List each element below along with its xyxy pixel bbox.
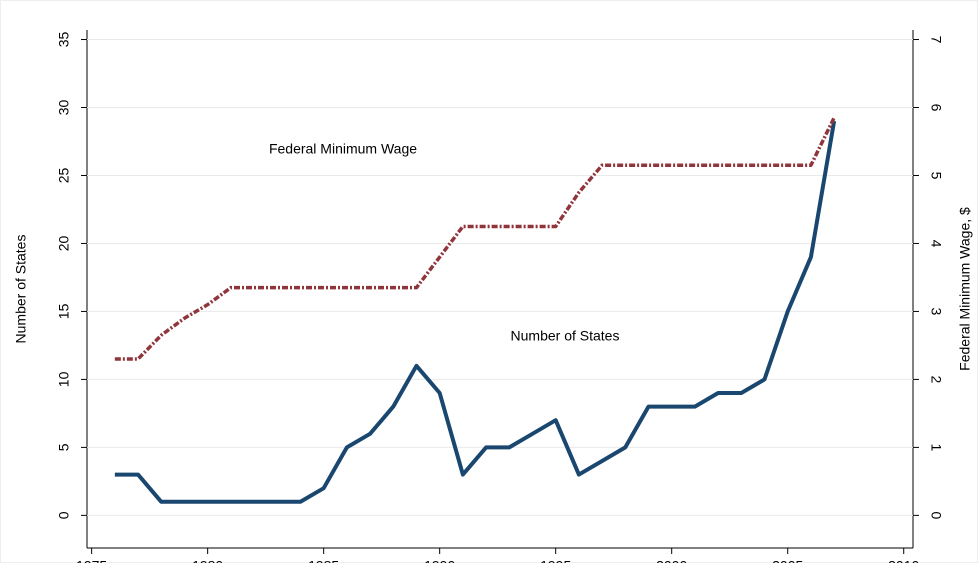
series-line [114, 116, 836, 361]
y-tick-label: 20 [56, 235, 72, 251]
x-tick-label: 2000 [656, 557, 687, 563]
y2-tick-label: 1 [928, 443, 944, 451]
x-tick-label: 1985 [308, 557, 339, 563]
y2-tick-label: 6 [928, 104, 944, 112]
y-tick-label: 5 [56, 443, 72, 451]
y-tick-label: 30 [56, 99, 72, 115]
y2-tick-label: 5 [928, 172, 944, 180]
x-tick-label: 1990 [424, 557, 455, 563]
y2-tick-label: 7 [928, 36, 944, 44]
y-tick-label: 15 [56, 303, 72, 319]
y-axis-label: Number of States [13, 235, 29, 344]
y2-tick-label: 3 [928, 308, 944, 316]
y2-tick-label: 0 [928, 511, 944, 519]
y2-axis-label: Federal Minimum Wage, $ [957, 207, 973, 371]
x-tick-label: 1995 [540, 557, 571, 563]
y-tick-label: 35 [56, 32, 72, 48]
annotation: Number of States [511, 328, 620, 344]
y-tick-label: 25 [56, 167, 72, 183]
x-tick-label: 2005 [772, 557, 803, 563]
y-tick-label: 0 [56, 511, 72, 519]
y-tick-label: 10 [56, 371, 72, 387]
x-tick-label: 2010 [888, 557, 919, 563]
y2-tick-label: 2 [928, 376, 944, 384]
x-tick-label: 1975 [76, 557, 107, 563]
x-tick-label: 1980 [192, 557, 223, 563]
y2-tick-label: 4 [928, 240, 944, 248]
series-line [114, 120, 837, 504]
annotation: Federal Minimum Wage [269, 141, 417, 157]
